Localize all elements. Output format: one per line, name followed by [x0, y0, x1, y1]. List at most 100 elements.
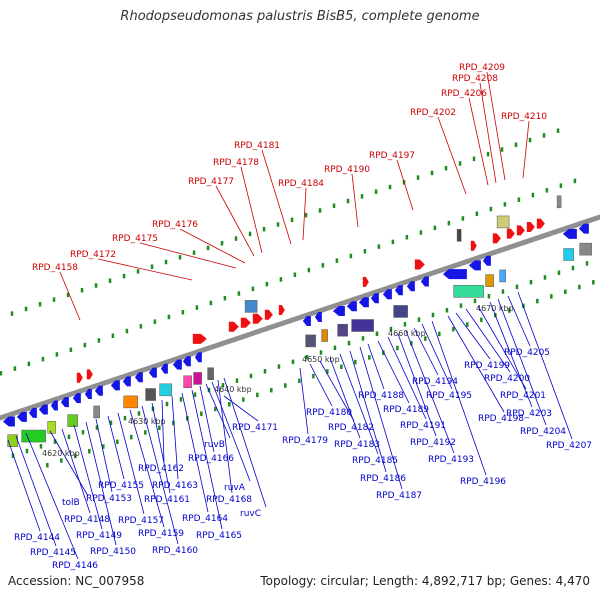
tick-mark [144, 430, 147, 435]
label-leader-line [329, 357, 361, 439]
tick-mark [242, 397, 245, 402]
reverse-gene-arrow [76, 372, 83, 383]
tick-mark [361, 336, 365, 341]
gene-label-forward: RPD_4196 [460, 477, 506, 487]
tick-mark [452, 326, 455, 332]
reverse-gene-arrow [516, 225, 525, 236]
label-leader-line [129, 409, 165, 528]
forward-gene-arrow [122, 376, 131, 387]
label-leader-line [507, 295, 531, 347]
tick-mark [195, 305, 199, 310]
tick-mark [396, 345, 399, 351]
tick-mark [514, 142, 518, 148]
gene-label-reverse: RPD_4208 [452, 74, 498, 84]
tick-mark [375, 331, 379, 336]
forward-gene-arrow [332, 305, 345, 316]
tick-mark [27, 361, 31, 367]
label-leader-line [302, 187, 307, 241]
reverse-gene-arrow [192, 333, 207, 344]
gene-block [93, 405, 100, 419]
tick-mark [291, 359, 295, 365]
gene-label-forward: RPD_4159 [138, 529, 184, 539]
scale-label: 4650 kbp [302, 355, 340, 364]
gene-block [456, 229, 462, 242]
tick-mark [489, 206, 493, 212]
gene-label-forward: ruvB [204, 440, 225, 450]
tick-mark [458, 161, 462, 166]
gene-label-forward: RPD_4179 [282, 436, 328, 446]
tick-mark [249, 373, 253, 379]
tick-mark [445, 308, 449, 313]
tick-mark [571, 265, 575, 271]
gene-block [193, 372, 202, 385]
tick-mark [102, 444, 105, 449]
tick-mark [153, 319, 157, 324]
tick-mark [123, 415, 127, 421]
tick-mark [374, 189, 378, 194]
tick-mark [270, 387, 273, 393]
label-leader-line [223, 395, 259, 422]
tick-mark [405, 234, 409, 240]
forward-gene-arrow [110, 380, 120, 391]
forward-gene-arrow [84, 389, 92, 400]
gene-label-forward: RPD_4164 [182, 514, 228, 524]
forward-gene-arrow [482, 255, 491, 266]
gene-block [351, 319, 374, 332]
genome-backbone [0, 214, 600, 421]
tick-mark [276, 222, 280, 227]
tick-mark [424, 336, 427, 341]
label-leader-line [468, 97, 489, 186]
tick-mark [363, 249, 367, 254]
gene-block [145, 388, 156, 401]
label-leader-line [349, 350, 387, 473]
tick-mark [167, 314, 171, 320]
forward-gene-arrow [172, 359, 182, 370]
tick-mark [417, 317, 421, 322]
gene-label-forward: RPD_4155 [98, 481, 144, 491]
tick-mark [354, 359, 357, 365]
label-leader-line [405, 330, 455, 454]
gene-label-reverse: RPD_4176 [152, 220, 198, 230]
gene-label-forward: RPD_4187 [376, 491, 422, 501]
forward-gene-arrow [420, 276, 429, 287]
forward-gene-arrow [578, 223, 589, 234]
gene-block [337, 323, 348, 337]
gene-label-forward: RPD_4145 [30, 548, 76, 558]
reverse-gene-arrow [536, 218, 545, 229]
tick-mark [592, 280, 595, 285]
label-leader-line [319, 360, 355, 422]
gene-label-reverse: RPD_4177 [188, 177, 234, 187]
label-leader-line [339, 353, 379, 455]
gene-label-forward: RPD_4161 [144, 495, 190, 505]
label-leader-line [179, 228, 246, 264]
tick-mark [60, 458, 63, 463]
tick-mark [150, 264, 154, 269]
tick-mark [508, 308, 511, 313]
scale-label: 4630 kbp [128, 417, 166, 426]
reverse-gene-arrow [470, 240, 477, 251]
gene-label-reverse: RPD_4209 [459, 63, 505, 73]
tick-mark [304, 212, 308, 218]
tick-mark [206, 245, 210, 251]
tick-mark [382, 350, 385, 355]
label-leader-line [517, 291, 573, 440]
gene-block [453, 285, 484, 298]
reverse-gene-arrow [264, 309, 273, 320]
gene-label-reverse: RPD_4158 [32, 263, 78, 273]
tick-mark [557, 270, 561, 276]
scale-label: 4670 kbp [476, 304, 514, 313]
forward-gene-arrow [314, 312, 322, 323]
tick-mark [279, 277, 283, 282]
label-leader-line [107, 415, 125, 480]
tick-mark [340, 364, 343, 370]
label-leader-line [199, 385, 215, 453]
tick-mark [388, 184, 392, 190]
label-leader-line [447, 315, 505, 413]
gene-label-forward: RPD_4185 [352, 456, 398, 466]
label-leader-line [261, 149, 292, 245]
gene-block [159, 383, 172, 397]
label-leader-line [437, 116, 467, 195]
tick-mark [193, 392, 197, 397]
tick-mark [41, 356, 45, 362]
gene-block [47, 421, 56, 434]
